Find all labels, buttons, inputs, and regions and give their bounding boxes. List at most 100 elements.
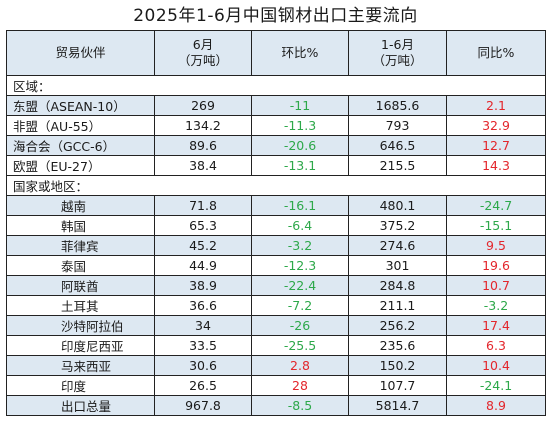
h1-volume-cell: 215.5	[348, 155, 447, 176]
partner-name-cell: 马来西亚	[6, 355, 155, 376]
june-volume-cell: 89.6	[154, 135, 252, 156]
h1-volume-cell: 107.7	[348, 375, 447, 396]
june-volume-cell: 65.3	[154, 215, 252, 236]
partner-name-cell: 出口总量	[6, 395, 155, 416]
header-h1: 1-6月 （万吨）	[348, 30, 447, 76]
mom-change-cell: -11.3	[251, 115, 349, 136]
mom-change-cell: -11	[251, 95, 349, 116]
mom-change-cell: -25.5	[251, 335, 349, 356]
header-june-unit: （万吨）	[177, 53, 228, 68]
yoy-change-cell: 32.9	[446, 115, 546, 136]
yoy-change-cell: 8.9	[446, 395, 546, 416]
h1-volume-cell: 150.2	[348, 355, 447, 376]
table-row: 海合会（GCC-6） 89.6 -20.6 646.5 12.7	[6, 135, 546, 156]
page-title: 2025年1-6月中国钢材出口主要流向	[133, 6, 418, 26]
mom-change-cell: -16.1	[251, 195, 349, 216]
table-row: 阿联酋 38.9 -22.4 284.8 10.7	[6, 275, 546, 296]
yoy-change-cell: 14.3	[446, 155, 546, 176]
partner-name-cell: 非盟（AU-55）	[6, 115, 155, 136]
mom-change-cell: -3.2	[251, 235, 349, 256]
header-june-label: 6月	[192, 37, 214, 52]
mom-change-cell: -7.2	[251, 295, 349, 316]
steel-export-table: 贸易伙伴 6月 （万吨） 环比% 1-6月 （万吨） 同比% 区域： 东盟（AS…	[6, 30, 546, 416]
june-volume-cell: 33.5	[154, 335, 252, 356]
yoy-change-cell: 19.6	[446, 255, 546, 276]
h1-volume-cell: 274.6	[348, 235, 447, 256]
h1-volume-cell: 480.1	[348, 195, 447, 216]
section-row-region: 区域：	[6, 75, 546, 96]
section-row-country: 国家或地区：	[6, 175, 546, 196]
header-yoy: 同比%	[446, 30, 546, 76]
header-h1-label: 1-6月	[381, 37, 414, 52]
yoy-change-cell: 6.3	[446, 335, 546, 356]
mom-change-cell: -12.3	[251, 255, 349, 276]
table-row: 欧盟（EU-27） 38.4 -13.1 215.5 14.3	[6, 155, 546, 176]
partner-name-cell: 海合会（GCC-6）	[6, 135, 155, 156]
header-mom: 环比%	[251, 30, 349, 76]
partner-name-cell: 土耳其	[6, 295, 155, 316]
yoy-change-cell: -24.1	[446, 375, 546, 396]
june-volume-cell: 38.9	[154, 275, 252, 296]
h1-volume-cell: 256.2	[348, 315, 447, 336]
section-label-country: 国家或地区：	[6, 175, 546, 196]
table-header-row: 贸易伙伴 6月 （万吨） 环比% 1-6月 （万吨） 同比%	[6, 30, 546, 76]
mom-change-cell: -26	[251, 315, 349, 336]
june-volume-cell: 30.6	[154, 355, 252, 376]
yoy-change-cell: -24.7	[446, 195, 546, 216]
h1-volume-cell: 235.6	[348, 335, 447, 356]
table-row: 印度 26.5 28 107.7 -24.1	[6, 375, 546, 396]
report-container: 2025年1-6月中国钢材出口主要流向 贸易伙伴 6月 （万吨） 环比% 1-6…	[6, 3, 546, 416]
h1-volume-cell: 646.5	[348, 135, 447, 156]
h1-volume-cell: 375.2	[348, 215, 447, 236]
table-row: 越南 71.8 -16.1 480.1 -24.7	[6, 195, 546, 216]
yoy-change-cell: 9.5	[446, 235, 546, 256]
mom-change-cell: 28	[251, 375, 349, 396]
table-row: 泰国 44.9 -12.3 301 19.6	[6, 255, 546, 276]
partner-name-cell: 韩国	[6, 215, 155, 236]
june-volume-cell: 38.4	[154, 155, 252, 176]
partner-name-cell: 菲律宾	[6, 235, 155, 256]
mom-change-cell: -13.1	[251, 155, 349, 176]
h1-volume-cell: 301	[348, 255, 447, 276]
june-volume-cell: 71.8	[154, 195, 252, 216]
header-partner: 贸易伙伴	[6, 30, 155, 76]
table-row: 非盟（AU-55） 134.2 -11.3 793 32.9	[6, 115, 546, 136]
mom-change-cell: -6.4	[251, 215, 349, 236]
table-row: 菲律宾 45.2 -3.2 274.6 9.5	[6, 235, 546, 256]
yoy-change-cell: 10.4	[446, 355, 546, 376]
june-volume-cell: 269	[154, 95, 252, 116]
mom-change-cell: 2.8	[251, 355, 349, 376]
table-row: 出口总量 967.8 -8.5 5814.7 8.9	[6, 395, 546, 416]
yoy-change-cell: 2.1	[446, 95, 546, 116]
header-june: 6月 （万吨）	[154, 30, 252, 76]
june-volume-cell: 36.6	[154, 295, 252, 316]
mom-change-cell: -22.4	[251, 275, 349, 296]
june-volume-cell: 34	[154, 315, 252, 336]
june-volume-cell: 45.2	[154, 235, 252, 256]
partner-name-cell: 沙特阿拉伯	[6, 315, 155, 336]
yoy-change-cell: -3.2	[446, 295, 546, 316]
h1-volume-cell: 5814.7	[348, 395, 447, 416]
partner-name-cell: 阿联酋	[6, 275, 155, 296]
table-row: 印度尼西亚 33.5 -25.5 235.6 6.3	[6, 335, 546, 356]
partner-name-cell: 东盟（ASEAN-10）	[6, 95, 155, 116]
h1-volume-cell: 211.1	[348, 295, 447, 316]
partner-name-cell: 欧盟（EU-27）	[6, 155, 155, 176]
june-volume-cell: 26.5	[154, 375, 252, 396]
table-row: 马来西亚 30.6 2.8 150.2 10.4	[6, 355, 546, 376]
mom-change-cell: -20.6	[251, 135, 349, 156]
table-row: 土耳其 36.6 -7.2 211.1 -3.2	[6, 295, 546, 316]
yoy-change-cell: 12.7	[446, 135, 546, 156]
header-h1-unit: （万吨）	[372, 53, 423, 68]
june-volume-cell: 134.2	[154, 115, 252, 136]
h1-volume-cell: 793	[348, 115, 447, 136]
june-volume-cell: 967.8	[154, 395, 252, 416]
mom-change-cell: -8.5	[251, 395, 349, 416]
june-volume-cell: 44.9	[154, 255, 252, 276]
table-row: 沙特阿拉伯 34 -26 256.2 17.4	[6, 315, 546, 336]
table-row: 东盟（ASEAN-10） 269 -11 1685.6 2.1	[6, 95, 546, 116]
table-row: 韩国 65.3 -6.4 375.2 -15.1	[6, 215, 546, 236]
yoy-change-cell: 10.7	[446, 275, 546, 296]
section-label-region: 区域：	[6, 75, 546, 96]
partner-name-cell: 印度尼西亚	[6, 335, 155, 356]
